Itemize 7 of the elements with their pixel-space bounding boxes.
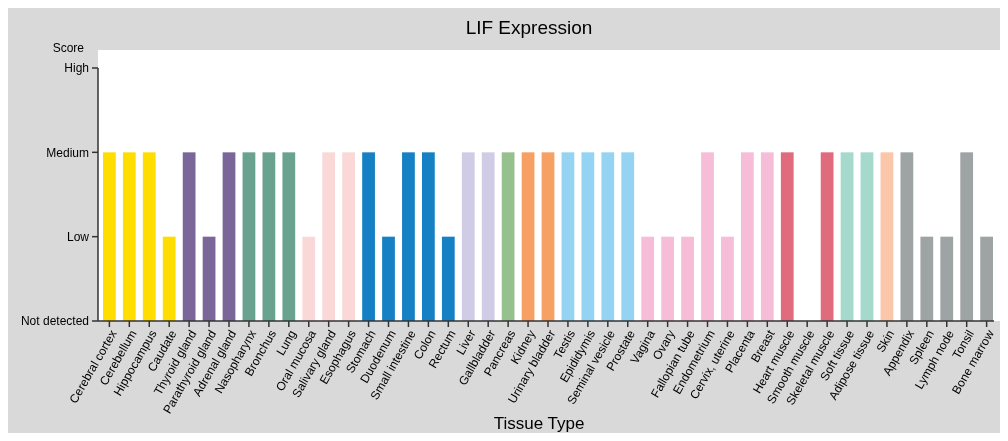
text: Not detected [20, 314, 89, 329]
chart-title: LIF Expression [465, 17, 593, 38]
text: Medium [46, 145, 89, 160]
text: High [64, 61, 89, 76]
text: Score [52, 41, 85, 55]
x-axis-title: Tissue Type [493, 414, 585, 433]
text: Low [66, 229, 90, 244]
